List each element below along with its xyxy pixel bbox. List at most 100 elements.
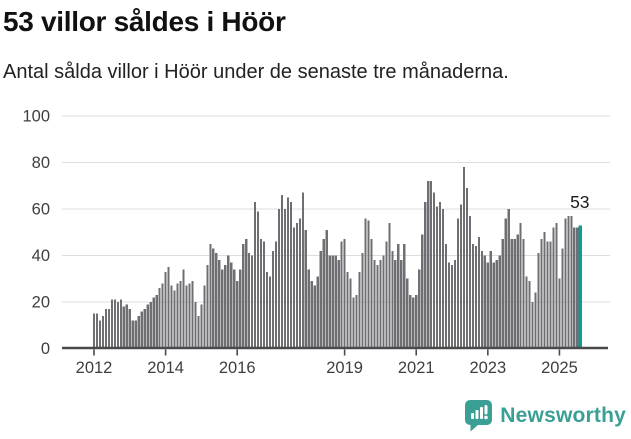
bar [403, 243, 406, 349]
bar [239, 269, 242, 349]
bar [191, 281, 194, 349]
y-tick-label: 80 [32, 154, 50, 172]
bar [280, 195, 284, 349]
bar [525, 276, 528, 349]
bar [340, 241, 343, 349]
bar [158, 288, 161, 349]
bar [558, 278, 561, 349]
chart-title: 53 villor såldes i Höör [3, 6, 286, 37]
bar [212, 248, 215, 349]
bar [409, 295, 412, 349]
bar [352, 297, 355, 349]
x-tick-label: 2019 [326, 359, 363, 377]
bar [194, 301, 197, 349]
bar [459, 204, 463, 349]
bar [358, 271, 361, 349]
bar [513, 239, 516, 349]
bar [391, 250, 394, 349]
bar [504, 218, 507, 349]
bar [119, 299, 122, 349]
bar [292, 227, 295, 349]
bar [489, 250, 492, 349]
y-tick-label: 0 [41, 340, 50, 358]
bar [412, 297, 415, 349]
bar [474, 246, 477, 349]
y-tick-label: 60 [32, 200, 50, 218]
bar [307, 269, 310, 349]
bar [298, 218, 301, 349]
bar [534, 292, 537, 349]
bar [415, 295, 418, 349]
bar [421, 234, 424, 349]
bar [540, 239, 543, 349]
x-tick-label: 2012 [76, 359, 113, 377]
newsworthy-wordmark: Newsworthy [500, 403, 626, 427]
bar [116, 301, 119, 349]
bar [152, 297, 155, 349]
bar [113, 299, 116, 349]
bar [450, 264, 454, 349]
bar [573, 227, 576, 349]
bar-highlighted [578, 225, 583, 349]
bar [167, 267, 170, 349]
bar [242, 243, 245, 349]
bar [331, 255, 334, 349]
bar [283, 208, 287, 349]
bar [173, 290, 176, 349]
bar [555, 222, 558, 349]
bar [304, 229, 307, 349]
bar [224, 264, 227, 349]
bar [319, 250, 322, 349]
bar [277, 208, 281, 349]
bar [161, 283, 164, 349]
bar [441, 208, 445, 349]
bar [438, 201, 442, 349]
bar [567, 215, 570, 349]
bar [370, 239, 373, 349]
bar [98, 320, 102, 349]
bar [146, 304, 149, 349]
bar [373, 260, 376, 349]
bar [528, 281, 531, 349]
bar [170, 285, 173, 349]
bar [262, 241, 266, 349]
bar [313, 285, 316, 349]
newsworthy-logo[interactable]: Newsworthy [464, 399, 626, 432]
bar-series [92, 167, 583, 349]
x-tick-label: 2014 [147, 359, 184, 377]
bar [218, 260, 221, 349]
y-axis-labels: 0 20 40 60 80 100 [22, 107, 50, 358]
bar [364, 218, 367, 349]
bar [400, 260, 403, 349]
last-value-annotation: 53 [570, 192, 589, 212]
bar [433, 192, 436, 349]
bar [179, 281, 182, 349]
bar [176, 283, 179, 349]
bar [537, 253, 540, 349]
y-tick-label: 40 [32, 247, 50, 265]
bar [227, 255, 230, 349]
bar [128, 308, 131, 349]
bar [477, 236, 480, 349]
x-tick-label: 2023 [469, 359, 506, 377]
bar [122, 306, 125, 349]
bar [188, 283, 191, 349]
bar [206, 264, 209, 349]
bar [570, 215, 573, 349]
bar [155, 295, 158, 349]
bar [385, 241, 388, 349]
bar [453, 260, 457, 349]
x-tick-label: 2021 [398, 359, 435, 377]
bar [301, 192, 304, 349]
bar [197, 315, 200, 349]
bar [236, 281, 239, 349]
bar [424, 201, 427, 349]
bar [430, 181, 433, 349]
bar [480, 250, 483, 349]
bar [552, 227, 555, 349]
bar [486, 262, 489, 349]
bar [203, 285, 206, 349]
bar [254, 201, 257, 349]
